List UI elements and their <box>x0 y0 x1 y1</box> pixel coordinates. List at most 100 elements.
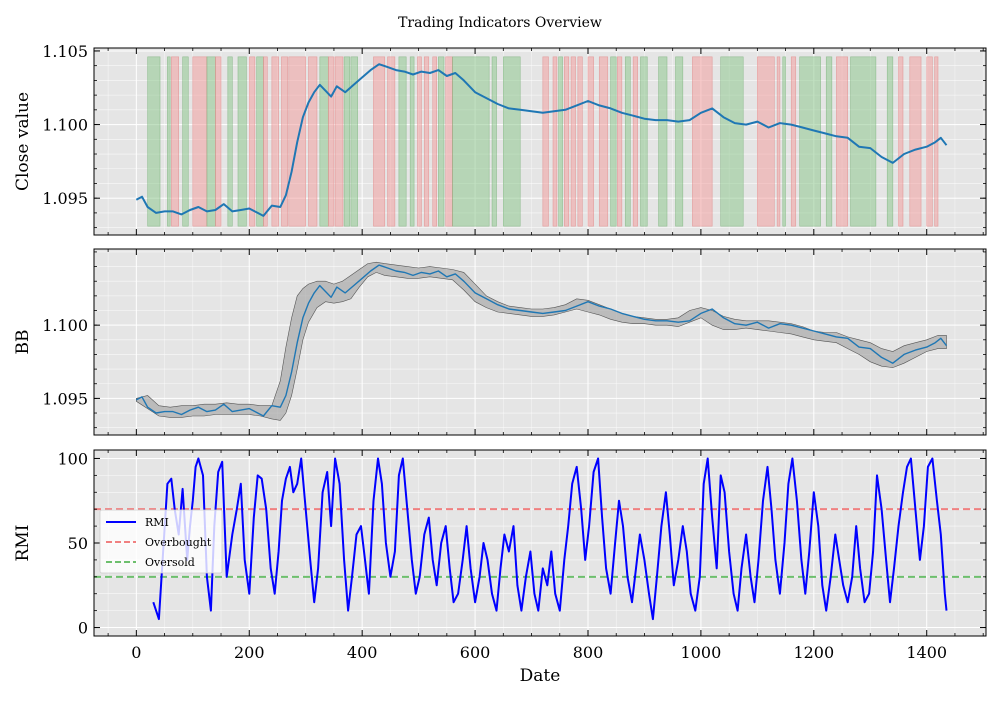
sell-signal-region <box>776 56 781 227</box>
x-tick-label: 200 <box>234 643 265 662</box>
y-axis-label: RMI <box>13 525 33 562</box>
sell-signal-region <box>577 56 583 227</box>
y-axis-label: BB <box>13 330 33 355</box>
buy-signal-region <box>206 56 216 227</box>
sell-signal-region <box>552 56 558 227</box>
sell-signal-region <box>790 56 797 227</box>
sell-signal-region <box>417 56 422 227</box>
buy-signal-region <box>438 56 445 227</box>
sell-signal-region <box>542 56 549 227</box>
sell-signal-region <box>334 56 344 227</box>
sell-signal-region <box>598 56 609 227</box>
sell-signal-region <box>587 56 594 227</box>
legend-entry-label: RMI <box>145 516 169 529</box>
series-line-close <box>135 264 948 417</box>
plot-frame <box>93 47 987 236</box>
y-axis-label: Close value <box>13 92 33 191</box>
buy-signal-region <box>503 56 521 227</box>
sell-signal-region <box>327 56 335 227</box>
series-line-rmi <box>152 457 948 621</box>
panel-bands: 1.095 1.100 BB <box>13 248 987 436</box>
series-line-close <box>135 63 948 217</box>
sell-signal-region <box>445 56 453 227</box>
buy-signal-region <box>491 56 497 227</box>
panel-rmi: 0 50 100 RMI 0 200 400 600 800 1000 1200 1400 RMI Ove… <box>13 449 987 662</box>
buy-signal-region <box>227 56 233 227</box>
buy-signal-region <box>319 56 329 227</box>
sell-signal-region <box>423 56 430 227</box>
sell-signal-region <box>248 56 256 227</box>
sell-signal-region <box>632 56 638 227</box>
sell-signal-region <box>909 56 922 227</box>
x-tick-label: 400 <box>347 643 378 662</box>
buy-signal-region <box>640 56 648 227</box>
x-tick-label: 1200 <box>793 643 834 662</box>
sell-signal-region <box>215 56 222 227</box>
y-tick-label: 1.095 <box>42 389 88 408</box>
sell-signal-region <box>836 56 848 227</box>
plot-frame <box>93 248 987 436</box>
buy-signal-region <box>624 56 631 227</box>
buy-signal-region <box>886 56 894 227</box>
sell-signal-region <box>271 56 279 227</box>
x-tick-label: 800 <box>573 643 604 662</box>
x-axis-label: Date <box>520 666 561 686</box>
x-tick-label: 0 <box>131 643 141 662</box>
buy-signal-region <box>237 56 247 227</box>
sell-signal-region <box>692 56 713 227</box>
y-tick-label: 1.100 <box>42 316 88 335</box>
sell-signal-region <box>898 56 904 227</box>
sell-signal-region <box>432 56 437 227</box>
buy-signal-region <box>799 56 821 227</box>
plot-content <box>94 450 986 636</box>
buy-signal-region <box>409 56 415 227</box>
y-tick-label: 1.105 <box>42 42 88 61</box>
sell-signal-region <box>387 56 396 227</box>
sell-signal-region <box>563 56 570 227</box>
buy-signal-region <box>658 56 668 227</box>
chart-title: Trading Indicators Overview <box>398 15 602 31</box>
buy-signal-region <box>558 56 563 227</box>
sell-signal-region <box>263 56 268 227</box>
sell-signal-region <box>617 56 623 227</box>
legend-box <box>99 509 223 574</box>
buy-signal-region <box>147 56 161 227</box>
buy-signal-region <box>256 56 264 227</box>
plot-content <box>94 249 986 435</box>
buy-signal-region <box>825 56 833 227</box>
sell-signal-region <box>570 56 576 227</box>
y-tick-label: 0 <box>78 619 88 638</box>
buy-signal-region <box>350 56 358 227</box>
buy-signal-region <box>782 56 786 227</box>
sell-signal-region <box>373 56 386 227</box>
plot-content <box>94 48 986 235</box>
buy-signal-region <box>398 56 407 227</box>
legend-entry-label: Overbought <box>145 536 212 549</box>
y-tick-label: 1.095 <box>42 189 88 208</box>
sell-signal-region <box>926 56 933 227</box>
legend: RMI Overbought Oversold <box>99 509 223 574</box>
sell-signal-region <box>171 56 179 227</box>
buy-signal-region <box>675 56 684 227</box>
sell-signal-region <box>281 56 288 227</box>
buy-signal-region <box>720 56 744 227</box>
x-tick-label: 1000 <box>681 643 722 662</box>
legend-entry-label: Oversold <box>145 556 195 569</box>
y-tick-label: 100 <box>57 449 88 468</box>
buy-signal-region <box>610 56 617 227</box>
bollinger-band <box>136 261 947 421</box>
buy-signal-region <box>182 56 189 227</box>
y-tick-label: 50 <box>68 534 88 553</box>
sell-signal-region <box>192 56 208 227</box>
buy-signal-region <box>167 56 171 227</box>
sell-signal-region <box>757 56 775 227</box>
buy-signal-region <box>452 56 490 227</box>
buy-signal-region <box>343 56 351 227</box>
sell-signal-region <box>308 56 318 227</box>
y-tick-label: 1.100 <box>42 116 88 135</box>
panel-price: 1.095 1.100 1.105 Close value <box>13 42 987 236</box>
x-tick-label: 1400 <box>906 643 947 662</box>
buy-signal-region <box>850 56 877 227</box>
